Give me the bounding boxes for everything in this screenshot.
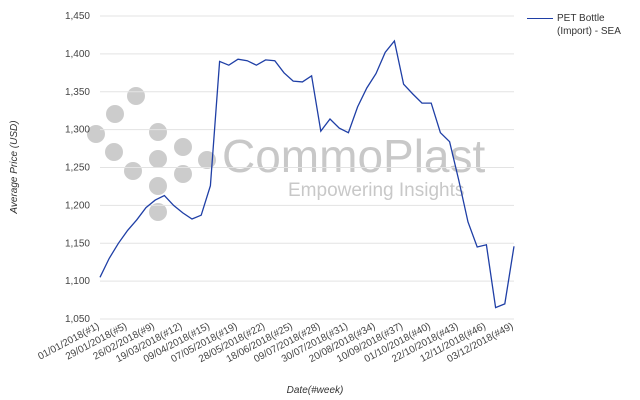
legend-swatch <box>527 18 553 19</box>
y-tick-label: 1,050 <box>65 314 90 325</box>
y-tick-label: 1,100 <box>65 276 90 287</box>
watermark-tagline: Empowering Insights <box>288 180 464 201</box>
y-tick-label: 1,400 <box>65 49 90 60</box>
legend-label: PET Bottle (Import) - SEA <box>557 13 621 37</box>
line-series <box>99 39 515 309</box>
y-tick-label: 1,300 <box>65 125 90 136</box>
y-tick-label: 1,250 <box>65 163 90 174</box>
y-tick-label: 1,350 <box>65 87 90 98</box>
watermark-title: CommoPlast <box>222 130 486 182</box>
y-axis-title: Average Price (USD) <box>9 120 20 214</box>
y-tick-label: 1,450 <box>65 11 90 22</box>
y-tick-label: 1,200 <box>65 200 90 211</box>
watermark-logo <box>87 87 216 221</box>
legend: PET Bottle (Import) - SEA <box>527 12 635 38</box>
x-axis-title: Date(#week) <box>287 385 344 396</box>
y-tick-label: 1,150 <box>65 238 90 249</box>
